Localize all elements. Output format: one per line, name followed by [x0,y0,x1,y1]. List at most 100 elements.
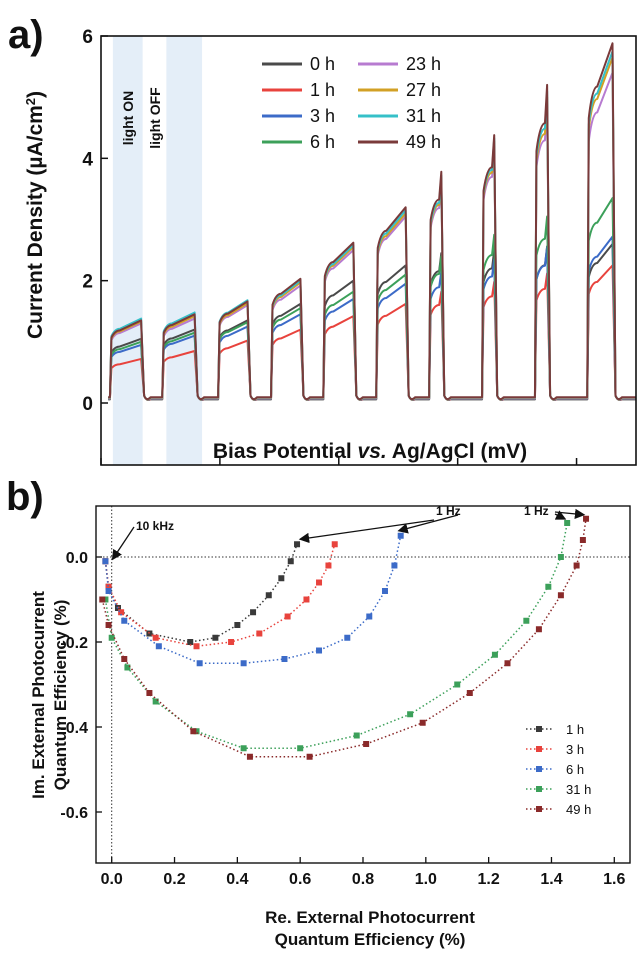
y-axis-title-line-1: Im. External Photocurrent [29,591,48,799]
data-point-3h [325,562,332,569]
legend-label: 49 h [566,802,591,817]
annotation-light-on: light ON [120,91,136,145]
legend-label: 1 h [310,80,335,100]
data-point-31h [152,698,159,705]
efficiency-series [99,515,590,760]
legend-label: 1 h [566,722,584,737]
series-line-3h [104,544,336,648]
x-axis-title: Bias Potential vs. Ag/AgCl (mV) [213,440,527,463]
data-point-1h [187,639,194,645]
light-region-1 [112,36,143,465]
data-point-49h [419,719,426,726]
frequency-annotations: 10 kHz 1 Hz 1 Hz [111,504,586,561]
y-tick-label: 4 [82,149,93,170]
y-tick-label: 2 [82,272,93,293]
y-tick-label: 6 [82,27,93,48]
data-point-6h [240,660,247,667]
y-ticks: 0.0 -0.2 -0.4 -0.6 [60,550,102,822]
legend-swatch-marker [536,786,542,792]
legend-label: 6 h [566,762,584,777]
data-point-1h [250,609,257,616]
y-tick-label: -0.6 [60,805,88,822]
arrow-1hz-4 [554,508,586,520]
data-point-49h [504,660,511,667]
legend-label: 3 h [566,742,584,757]
data-point-49h [535,626,542,633]
data-point-49h [146,690,153,696]
data-point-6h [155,643,162,650]
data-point-3h [105,583,112,590]
x-tick-label: 1.2 [478,871,500,888]
legend-swatch-marker [536,806,542,812]
photocurrent-lines [108,42,636,402]
light-region-2 [166,36,203,465]
data-point-49h [99,596,106,603]
data-point-49h [121,656,128,662]
legend-swatch-marker [536,766,542,772]
reference-lines [96,506,630,863]
data-point-31h [297,745,304,752]
panel-label-b: b) [6,475,44,519]
legend-label: 31 h [566,782,591,797]
series-line-31h [104,522,568,749]
arrow-1hz-3 [554,510,567,520]
legend-swatch-marker [536,746,542,752]
y-tick-label: -0.4 [60,720,88,737]
legend-label: 3 h [310,106,335,126]
data-point-31h [545,583,552,590]
data-point-6h [316,647,323,654]
data-point-1h [265,592,272,599]
data-point-3h [228,639,235,645]
data-point-3h [193,643,200,650]
legend: 0 h 1 h 3 h 6 h 23 h 27 h 31 h 49 h [262,54,441,152]
series-line-6h [104,535,402,664]
x-tick-label: 0.2 [163,871,185,888]
legend-label: 6 h [310,132,335,152]
data-point-3h [303,596,310,603]
x-tick-label: 1.6 [603,871,625,888]
x-tick-label: 0.4 [226,871,248,888]
data-point-3h [284,613,291,620]
x-tick-label: 0.0 [101,871,123,888]
data-point-31h [454,681,461,688]
legend-label: 23 h [406,54,441,74]
data-point-31h [407,711,414,718]
data-point-6h [105,588,112,594]
legend-label: 27 h [406,80,441,100]
data-point-3h [331,541,338,548]
data-point-6h [196,660,203,667]
data-point-3h [316,579,323,586]
plot-frame [100,35,637,466]
panel-label-a: a) [8,13,44,57]
x-ticks: -600-400-2000200 [100,458,578,465]
annotation-light-off: light OFF [147,87,163,149]
x-tick-label: 0.6 [289,871,311,888]
data-point-6h [102,558,109,565]
data-point-31h [353,732,360,739]
data-point-49h [466,690,473,696]
data-point-3h [152,634,159,641]
data-point-1h [294,541,301,548]
y-tick-label: 0 [82,394,93,415]
y-axis-title: Current Density (µA/cm2) [23,91,48,339]
x-axis-title-line-2: Quantum Efficiency (%) [275,930,466,949]
x-axis-title-line-1: Re. External Photocurrent [265,908,475,927]
chart-a: a) -600-400-2000200 0 2 4 6 light ON light … [8,13,637,466]
annotation-10khz: 10 kHz [136,519,174,533]
annotation-1hz-high: 1 Hz [524,504,549,518]
data-point-1h [287,558,294,565]
arrow-1hz-2 [397,514,459,534]
data-point-31h [124,664,131,671]
data-point-49h [246,753,253,760]
x-tick-label: 1.4 [540,871,562,888]
data-point-49h [557,592,564,599]
data-point-31h [108,634,115,641]
arrow-1hz-1 [298,519,435,544]
data-point-6h [121,617,128,624]
data-point-31h [240,745,247,752]
data-point-1h [212,634,219,641]
data-point-49h [105,622,112,628]
data-point-6h [397,532,404,539]
data-point-6h [366,613,373,620]
x-ticks: 0.0 0.2 0.4 0.6 0.8 1.0 1.2 1.4 1.6 [101,857,626,888]
